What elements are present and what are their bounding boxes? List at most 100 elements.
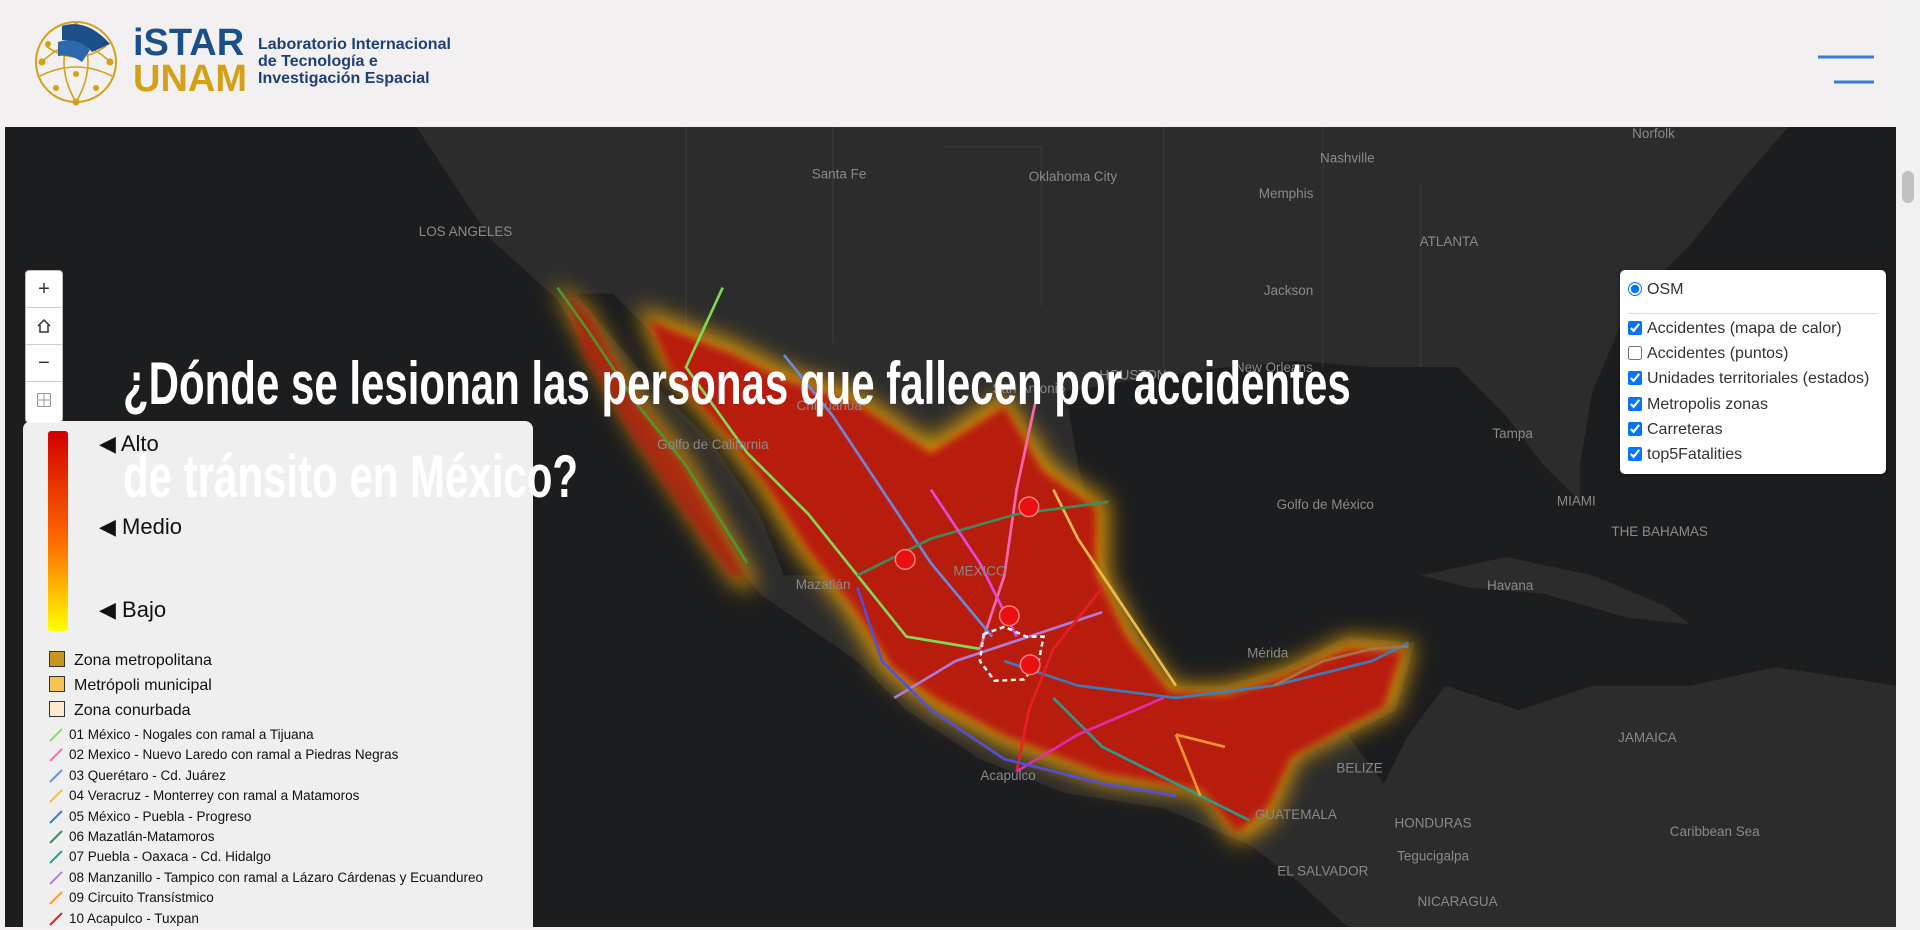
legend-arrow: ◀ [99, 431, 121, 456]
road-item: 07 Puebla - Oaxaca - Cd. Hidalgo [49, 849, 271, 864]
zone-label: Metrópoli municipal [74, 677, 212, 694]
layer-checkbox[interactable] [1628, 346, 1642, 361]
layer-checkbox[interactable] [1628, 321, 1642, 335]
road-label: 07 Puebla - Oaxaca - Cd. Hidalgo [69, 849, 271, 865]
layer-checkbox[interactable] [1628, 371, 1642, 386]
road-swatch [49, 830, 63, 844]
road-item: 01 México - Nogales con ramal a Tijuana [49, 727, 314, 742]
layer-control: OSM Accidentes (mapa de calor) Accidentes … [1620, 270, 1886, 474]
legend-arrow: ◀ [99, 597, 123, 622]
layer-label: Accidentes (mapa de calor) [1647, 320, 1842, 337]
zone-item: Zona conurbada [49, 701, 191, 720]
place-label: JAMAICA [1618, 730, 1676, 745]
road-swatch [49, 871, 63, 885]
road-line [978, 403, 1037, 650]
road-line [1052, 696, 1250, 822]
road-item: 04 Veracruz - Monterrey con ramal a Mata… [49, 788, 359, 803]
layer-option: Accidentes (puntos) [1628, 345, 1788, 363]
place-label: Havana [1487, 578, 1534, 593]
zoom-in[interactable]: + [26, 271, 62, 308]
layer-radio[interactable] [1628, 282, 1642, 296]
road-label: 01 México - Nogales con ramal a Tijuana [69, 727, 314, 742]
layer-separator [1628, 313, 1878, 314]
road-label: 02 Mexico - Nuevo Laredo con ramal a Pie… [69, 747, 399, 763]
road-item: 05 México - Puebla - Progreso [49, 809, 251, 824]
place-label: BELIZE [1336, 761, 1382, 776]
road-swatch-line [49, 728, 63, 742]
road-line [856, 500, 1109, 577]
lab-name: Investigación Espacial [258, 70, 430, 87]
road-swatch-line [49, 891, 63, 905]
zone-swatch [49, 651, 65, 667]
road-label: 09 Circuito Transístmico [69, 890, 214, 906]
place-label: NICARAGUA [1418, 894, 1498, 909]
place-label: Jackson [1264, 283, 1313, 298]
zone-swatch [49, 676, 65, 692]
heat-gradient [48, 431, 68, 631]
zoom-control: + − [25, 270, 63, 423]
road-line [556, 286, 749, 564]
layer-checkbox[interactable] [1628, 396, 1642, 411]
zone-swatch [49, 701, 65, 717]
legend: ◀ Alto ◀ Medio ◀ Bajo Zona metropolitana Me… [23, 421, 533, 927]
layer-label: top5Fatalities [1647, 446, 1743, 463]
road-swatch-line [49, 769, 63, 783]
road-swatch-line [49, 911, 63, 926]
zone-label: Zona conurbada [74, 702, 191, 719]
lab-name: Laboratorio Internacional [258, 36, 451, 53]
road-line [1015, 696, 1165, 773]
home-button[interactable] [26, 308, 62, 345]
road-line [684, 286, 981, 651]
road-label: 10 Acapulco - Tuxpan [69, 910, 199, 926]
road-item: 09 Circuito Transístmico [49, 890, 214, 905]
place-label: MEXICO [953, 563, 1006, 578]
road-item: 03 Querétaro - Cd. Juárez [49, 768, 226, 783]
road-swatch-line [49, 748, 63, 763]
road-item: 08 Manzanillo - Tampico con ramal a Láza… [49, 870, 483, 885]
layer-label: OSM [1647, 281, 1684, 298]
road-line [1174, 733, 1226, 797]
road-swatch [49, 728, 63, 742]
zoom-out[interactable]: − [26, 345, 62, 382]
layer-label: Metropolis zonas [1647, 395, 1768, 413]
place-label: Acapulco [980, 768, 1035, 783]
logo-unam[interactable]: UNAM [133, 58, 247, 100]
layer-checkbox[interactable] [1628, 447, 1642, 461]
place-label: Santa Fe [812, 167, 867, 182]
road-label: 06 Mazatlán-Matamoros [69, 829, 215, 844]
place-label: MIAMI [1557, 494, 1596, 509]
layer-label: Carreteras [1647, 420, 1723, 438]
place-label: HONDURAS [1395, 816, 1472, 831]
scrollbar-thumb[interactable] [1902, 171, 1914, 203]
road-swatch-line [49, 809, 63, 824]
road-swatch [49, 769, 63, 783]
map[interactable]: Santa Fe Oklahoma City Nashville Memphis ATL… [5, 127, 1896, 927]
road-swatch-line [49, 850, 63, 865]
road-line [782, 354, 994, 638]
zone-item: Metrópoli municipal [49, 676, 212, 695]
heat-label: ◀ Alto [99, 431, 159, 457]
place-label: EL SALVADOR [1277, 863, 1368, 878]
fullscreen-button[interactable] [26, 382, 62, 419]
zone-label: Zona metropolitana [74, 652, 212, 669]
layer-checkbox[interactable] [1628, 421, 1642, 436]
legend-arrow: ◀ [99, 514, 123, 539]
road-line [856, 587, 1177, 798]
menu-button[interactable] [1815, 50, 1877, 90]
road-line [893, 610, 1103, 700]
logo-istar[interactable]: iSTAR [133, 22, 245, 64]
place-label: San Antonio [993, 381, 1066, 396]
layer-option: Unidades territoriales (estados) [1628, 370, 1869, 388]
heat-label-text: Medio [122, 514, 182, 539]
scrollbar[interactable] [1896, 0, 1920, 930]
road-swatch [49, 748, 63, 763]
road-item: 02 Mexico - Nuevo Laredo con ramal a Pie… [49, 747, 398, 762]
road-swatch-line [49, 789, 63, 803]
heat-label: ◀ Bajo [99, 597, 166, 623]
logo-globe[interactable] [32, 18, 120, 106]
road-swatch [49, 850, 63, 865]
road-label: 03 Querétaro - Cd. Juárez [69, 767, 226, 783]
place-label: Tampa [1492, 426, 1533, 441]
place-label: THE BAHAMAS [1611, 524, 1708, 539]
